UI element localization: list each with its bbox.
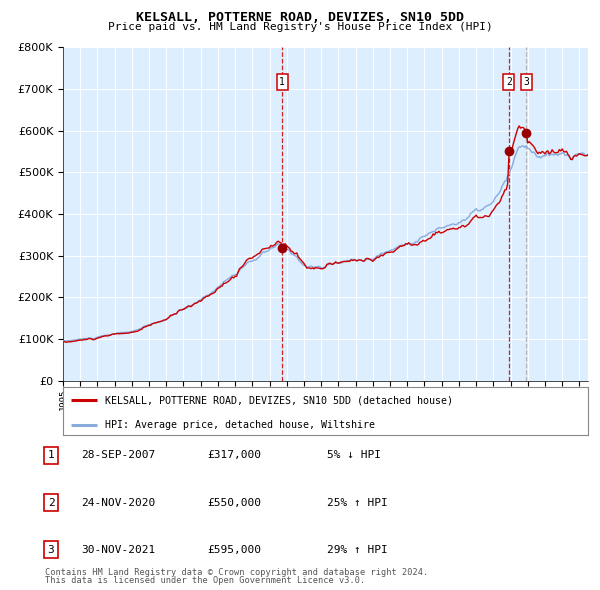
Text: 24-NOV-2020: 24-NOV-2020 [81, 498, 155, 507]
Text: 2: 2 [47, 498, 55, 507]
Text: 29% ↑ HPI: 29% ↑ HPI [327, 545, 388, 555]
Text: 5% ↓ HPI: 5% ↓ HPI [327, 451, 381, 460]
Text: Contains HM Land Registry data © Crown copyright and database right 2024.: Contains HM Land Registry data © Crown c… [45, 568, 428, 577]
Text: 30-NOV-2021: 30-NOV-2021 [81, 545, 155, 555]
Text: 1: 1 [47, 451, 55, 460]
Text: 3: 3 [523, 77, 529, 87]
Text: 25% ↑ HPI: 25% ↑ HPI [327, 498, 388, 507]
Text: £317,000: £317,000 [207, 451, 261, 460]
Text: 1: 1 [280, 77, 285, 87]
Text: £595,000: £595,000 [207, 545, 261, 555]
Text: 3: 3 [47, 545, 55, 555]
Text: 28-SEP-2007: 28-SEP-2007 [81, 451, 155, 460]
Text: £550,000: £550,000 [207, 498, 261, 507]
Text: KELSALL, POTTERNE ROAD, DEVIZES, SN10 5DD (detached house): KELSALL, POTTERNE ROAD, DEVIZES, SN10 5D… [105, 395, 453, 405]
Text: KELSALL, POTTERNE ROAD, DEVIZES, SN10 5DD: KELSALL, POTTERNE ROAD, DEVIZES, SN10 5D… [136, 11, 464, 24]
Text: This data is licensed under the Open Government Licence v3.0.: This data is licensed under the Open Gov… [45, 576, 365, 585]
Text: HPI: Average price, detached house, Wiltshire: HPI: Average price, detached house, Wilt… [105, 419, 375, 430]
Text: 2: 2 [506, 77, 512, 87]
Text: Price paid vs. HM Land Registry's House Price Index (HPI): Price paid vs. HM Land Registry's House … [107, 22, 493, 32]
